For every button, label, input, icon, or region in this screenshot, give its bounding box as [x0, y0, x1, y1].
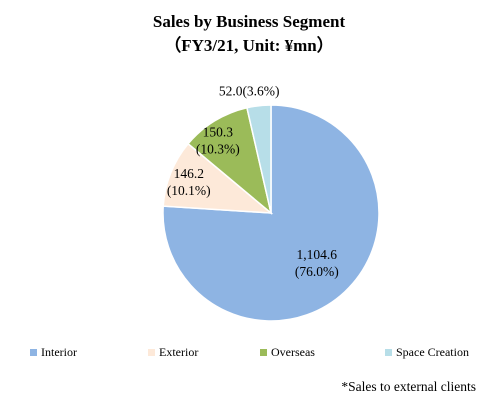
legend-item-overseas: Overseas [260, 345, 315, 360]
legend-swatch-interior [30, 349, 37, 356]
data-label-value-exterior: 146.2 [174, 166, 204, 181]
footnote: *Sales to external clients [341, 379, 476, 394]
legend-label-space-creation: Space Creation [396, 345, 469, 359]
legend-label-exterior: Exterior [159, 345, 199, 359]
data-label-percent-overseas: (10.3%) [196, 141, 240, 156]
legend-item-space-creation: Space Creation [385, 345, 469, 360]
legend-swatch-space-creation [385, 349, 392, 356]
data-label-space-creation: 52.0(3.6%) [219, 84, 280, 99]
legend-label-overseas: Overseas [271, 345, 315, 359]
data-label-percent-exterior: (10.1%) [167, 183, 211, 198]
data-label-value-overseas: 150.3 [203, 124, 234, 139]
legend-item-exterior: Exterior [148, 345, 198, 360]
pie-slice-overseas [187, 106, 273, 216]
legend-item-interior: Interior [30, 345, 77, 360]
pie-slice-interior [162, 104, 380, 322]
chart-subtitle: （FY3/21, Unit: ¥mn） [164, 36, 334, 55]
data-label-percent-interior: (76.0%) [295, 264, 339, 279]
legend-swatch-overseas [260, 349, 267, 356]
chart-legend: Interior Exterior Overseas Space Creation [30, 345, 490, 363]
chart-title: Sales by Business Segment [152, 12, 346, 31]
legend-swatch-exterior [148, 349, 155, 356]
data-label-value-interior: 1,104.6 [297, 247, 338, 262]
legend-label-interior: Interior [41, 345, 77, 359]
pie-slice-space-creation [246, 104, 272, 214]
